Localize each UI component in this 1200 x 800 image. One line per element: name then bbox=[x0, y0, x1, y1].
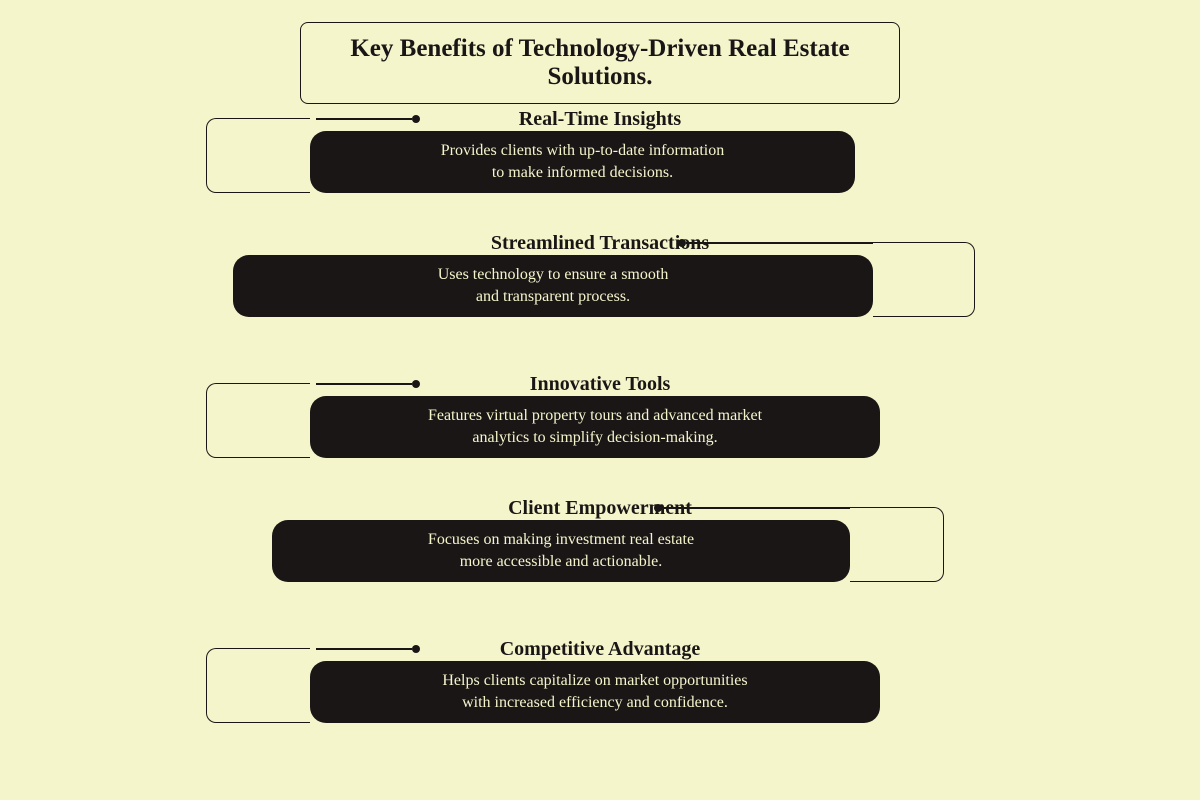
benefit-body: Helps clients capitalize on market oppor… bbox=[310, 661, 880, 723]
benefit-body: Uses technology to ensure a smooth and t… bbox=[233, 255, 873, 317]
benefit-description: Provides clients with up-to-date informa… bbox=[441, 140, 725, 185]
connector-line bbox=[686, 242, 873, 244]
bracket bbox=[873, 242, 975, 317]
bracket bbox=[206, 118, 310, 193]
bracket bbox=[206, 383, 310, 458]
benefit-title: Streamlined Transactions bbox=[491, 232, 709, 255]
benefit-title: Innovative Tools bbox=[530, 373, 671, 396]
benefit-title: Real-Time Insights bbox=[519, 108, 681, 131]
main-title: Key Benefits of Technology-Driven Real E… bbox=[333, 35, 867, 91]
connector-line bbox=[662, 507, 850, 509]
benefit-description: Features virtual property tours and adva… bbox=[428, 405, 762, 450]
benefit-title: Client Empowerment bbox=[508, 497, 692, 520]
bracket bbox=[206, 648, 310, 723]
benefit-description: Uses technology to ensure a smooth and t… bbox=[438, 264, 669, 309]
connector-dot bbox=[412, 645, 420, 653]
benefit-body: Focuses on making investment real estate… bbox=[272, 520, 850, 582]
benefit-title: Competitive Advantage bbox=[500, 638, 701, 661]
connector-dot bbox=[412, 380, 420, 388]
benefit-body: Provides clients with up-to-date informa… bbox=[310, 131, 855, 193]
benefit-body: Features virtual property tours and adva… bbox=[310, 396, 880, 458]
connector-line bbox=[316, 383, 412, 385]
connector-dot bbox=[654, 504, 662, 512]
main-title-box: Key Benefits of Technology-Driven Real E… bbox=[300, 22, 900, 104]
connector-line bbox=[316, 118, 412, 120]
benefit-description: Focuses on making investment real estate… bbox=[428, 529, 694, 574]
connector-dot bbox=[412, 115, 420, 123]
connector-dot bbox=[678, 239, 686, 247]
bracket bbox=[850, 507, 944, 582]
benefit-description: Helps clients capitalize on market oppor… bbox=[442, 670, 747, 715]
connector-line bbox=[316, 648, 412, 650]
